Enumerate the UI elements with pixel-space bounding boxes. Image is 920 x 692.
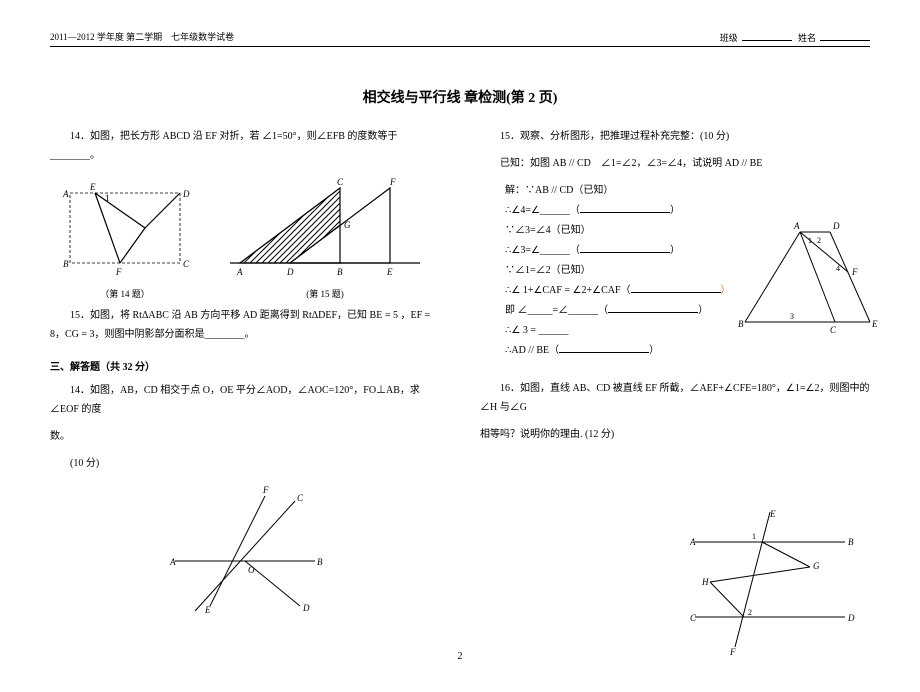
svg-text:B: B [848, 537, 854, 547]
svg-text:A: A [793, 221, 800, 231]
name-label: 姓名 [798, 33, 816, 43]
svg-text:B: B [337, 267, 343, 277]
q16-2: 相等吗？说明你的理由. (12 分) [480, 425, 870, 444]
name-blank [820, 30, 870, 41]
svg-text:B: B [317, 557, 323, 567]
svg-text:F: F [851, 267, 858, 277]
q14b-1: 14．如图，AB，CD 相交于点 O，OE 平分∠AOD，∠AOC=120°，F… [50, 381, 440, 419]
columns: 14．如图，把长方形 ABCD 沿 EF 对折，若 ∠1=50°，则∠EFB 的… [50, 127, 870, 621]
svg-text:E: E [386, 267, 393, 277]
svg-text:E: E [204, 605, 211, 615]
svg-text:1: 1 [808, 236, 812, 245]
svg-text:C: C [337, 177, 344, 187]
q14a: 14．如图，把长方形 ABCD 沿 EF 对折，若 ∠1=50°，则∠EFB 的… [50, 127, 440, 165]
fig14-wrap: A B C D E F 1 （第 14 题） [50, 173, 200, 300]
svg-text:F: F [389, 177, 396, 187]
svg-text:1: 1 [105, 193, 110, 203]
page-title: 相交线与平行线 章检测(第 2 页) [50, 87, 870, 107]
fig16-wrap: A B C D E F G H 1 2 [680, 507, 860, 657]
svg-text:3: 3 [790, 312, 794, 321]
svg-text:2: 2 [748, 608, 752, 617]
right-column: 15．观察、分析图形，把推理过程补充完整：(10 分) 已知：如图 AB // … [480, 127, 870, 621]
svg-text:E: E [89, 182, 96, 192]
svg-text:A: A [169, 557, 176, 567]
q14b-pts: (10 分) [50, 454, 440, 473]
svg-text:C: C [297, 493, 304, 503]
svg-text:2: 2 [817, 236, 821, 245]
q14b-2: 数。 [50, 427, 440, 446]
svg-text:O: O [248, 565, 255, 575]
fig-row-1: A B C D E F 1 （第 14 题） [50, 173, 440, 300]
class-label: 班级 [720, 33, 738, 43]
svg-text:D: D [832, 221, 840, 231]
fig15a: A D B E C F G [220, 173, 430, 283]
svg-text:G: G [344, 220, 351, 230]
q15-intro: 15．观察、分析图形，把推理过程补充完整：(10 分) [480, 127, 870, 146]
svg-text:C: C [690, 613, 697, 623]
fig15b-wrap: A D B C E F 1 2 3 4 [730, 217, 880, 347]
svg-text:F: F [729, 647, 736, 657]
fig14: A B C D E F 1 [50, 173, 200, 283]
svg-text:E: E [769, 509, 776, 519]
svg-text:D: D [302, 603, 310, 613]
svg-text:D: D [847, 613, 855, 623]
page-header: 2011—2012 学年度 第二学期 七年级数学试卷 班级 姓名 [50, 30, 870, 47]
fig15a-wrap: A D B E C F G (第 15 题) [220, 173, 430, 300]
svg-text:F: F [115, 267, 122, 277]
svg-text:A: A [689, 537, 696, 547]
svg-text:F: F [262, 485, 269, 495]
fig14-caption: （第 14 题） [50, 287, 200, 300]
svg-text:E: E [871, 319, 878, 329]
svg-text:H: H [701, 577, 709, 587]
fig16: A B C D E F G H 1 2 [680, 507, 860, 657]
q16-1: 16．如图，直线 AB、CD 被直线 EF 所截，∠AEF+∠CFE=180°，… [480, 379, 870, 417]
pf-0: 解：∵AB // CD（已知） [505, 181, 870, 201]
q15-given: 已知：如图 AB // CD ∠1=∠2，∠3=∠4，试说明 AD // BE [480, 154, 870, 173]
svg-text:C: C [830, 325, 837, 335]
header-left: 2011—2012 学年度 第二学期 七年级数学试卷 [50, 30, 234, 44]
svg-text:1: 1 [752, 532, 756, 541]
svg-text:C: C [183, 259, 190, 269]
left-column: 14．如图，把长方形 ABCD 沿 EF 对折，若 ∠1=50°，则∠EFB 的… [50, 127, 440, 621]
fig15b: A D B C E F 1 2 3 4 [730, 217, 880, 347]
class-blank [742, 30, 792, 41]
section-3: 三、解答题（共 32 分） [50, 358, 440, 373]
svg-text:B: B [738, 319, 744, 329]
fig15a-caption: (第 15 题) [220, 287, 430, 300]
svg-text:4: 4 [836, 264, 840, 273]
fig14b: A B C D E F O [155, 481, 335, 621]
svg-text:G: G [813, 561, 820, 571]
svg-text:B: B [63, 259, 69, 269]
header-right: 班级 姓名 [716, 30, 870, 44]
svg-text:A: A [62, 189, 69, 199]
svg-text:A: A [236, 267, 243, 277]
svg-text:D: D [286, 267, 294, 277]
svg-text:D: D [182, 189, 190, 199]
q15: 15．如图，将 RtΔABC 沿 AB 方向平移 AD 距离得到 RtΔDEF，… [50, 306, 440, 344]
fig14b-wrap: A B C D E F O [50, 481, 440, 621]
